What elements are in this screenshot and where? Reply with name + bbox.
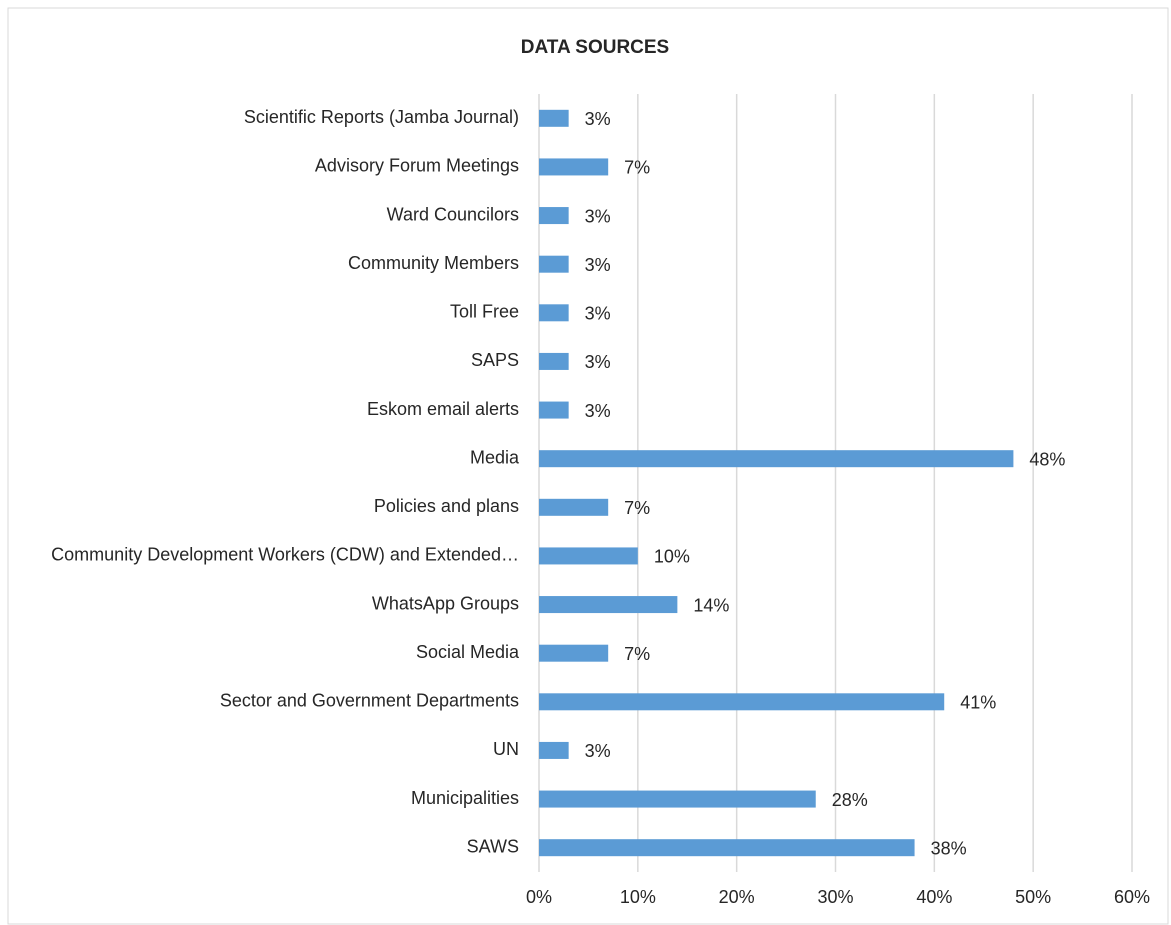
data-label: 41% <box>960 693 996 713</box>
bar <box>539 547 638 565</box>
bar <box>539 741 569 759</box>
y-tick-label: Ward Councilors <box>387 204 519 224</box>
bar <box>539 693 945 711</box>
y-tick-label: Media <box>470 447 520 467</box>
y-tick-label: WhatsApp Groups <box>372 593 519 613</box>
data-label: 3% <box>585 352 611 372</box>
bar <box>539 255 569 273</box>
data-label: 3% <box>585 206 611 226</box>
x-tick-label: 10% <box>620 887 656 907</box>
data-label: 3% <box>585 304 611 324</box>
data-label: 3% <box>585 109 611 129</box>
data-label: 7% <box>624 498 650 518</box>
chart-title: DATA SOURCES <box>521 37 669 58</box>
data-label: 7% <box>624 644 650 664</box>
bar <box>539 401 569 419</box>
y-tick-label: Eskom email alerts <box>367 399 519 419</box>
bar <box>539 790 816 808</box>
data-label: 48% <box>1029 449 1065 469</box>
x-tick-label: 40% <box>916 887 952 907</box>
y-tick-label: Scientific Reports (Jamba Journal) <box>244 107 519 127</box>
data-label: 3% <box>585 741 611 761</box>
bar <box>539 450 1014 468</box>
y-tick-label: Policies and plans <box>374 496 519 516</box>
bar <box>539 498 609 516</box>
y-tick-label: Community Development Workers (CDW) and … <box>51 545 519 565</box>
x-tick-label: 50% <box>1015 887 1051 907</box>
bar <box>539 644 609 662</box>
y-tick-label: Toll Free <box>450 302 519 322</box>
bar <box>539 596 678 614</box>
x-tick-label: 0% <box>526 887 552 907</box>
data-label: 28% <box>832 790 868 810</box>
y-tick-label: Social Media <box>416 642 520 662</box>
y-tick-label: SAPS <box>471 350 519 370</box>
data-label: 3% <box>585 401 611 421</box>
x-tick-label: 30% <box>817 887 853 907</box>
data-label: 3% <box>585 255 611 275</box>
y-tick-label: Advisory Forum Meetings <box>315 156 519 176</box>
bar <box>539 839 915 857</box>
data-label: 10% <box>654 547 690 567</box>
y-tick-label: UN <box>493 739 519 759</box>
bar <box>539 352 569 370</box>
bar <box>539 207 569 225</box>
x-tick-label: 20% <box>719 887 755 907</box>
y-tick-label: SAWS <box>467 836 519 856</box>
y-tick-label: Municipalities <box>411 788 519 808</box>
y-tick-label: Community Members <box>348 253 519 273</box>
bar <box>539 109 569 127</box>
bar <box>539 304 569 322</box>
bar <box>539 158 609 176</box>
y-tick-label: Sector and Government Departments <box>220 691 519 711</box>
data-label: 14% <box>693 595 729 615</box>
x-tick-label: 60% <box>1114 887 1150 907</box>
data-label: 38% <box>931 838 967 858</box>
data-label: 7% <box>624 158 650 178</box>
